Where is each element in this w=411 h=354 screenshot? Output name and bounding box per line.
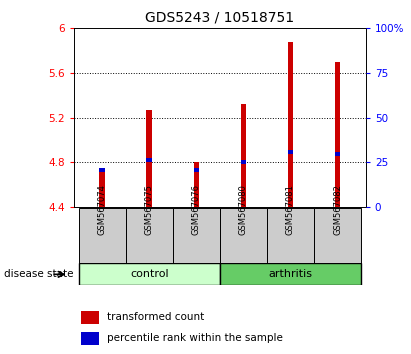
Bar bbox=[240, 104, 246, 207]
Text: GSM567075: GSM567075 bbox=[145, 184, 154, 235]
Bar bbox=[146, 110, 152, 207]
Bar bbox=[173, 208, 220, 264]
Bar bbox=[146, 158, 152, 161]
Text: disease state: disease state bbox=[4, 269, 74, 279]
Bar bbox=[99, 168, 105, 172]
Bar bbox=[81, 311, 99, 324]
Bar bbox=[314, 208, 361, 264]
Text: GSM567080: GSM567080 bbox=[239, 184, 248, 235]
Bar bbox=[220, 263, 361, 285]
Bar bbox=[220, 208, 267, 264]
Bar bbox=[194, 168, 199, 172]
Bar bbox=[126, 208, 173, 264]
Bar bbox=[335, 62, 340, 207]
Bar bbox=[81, 332, 99, 345]
Text: GSM567074: GSM567074 bbox=[98, 184, 107, 235]
Bar bbox=[335, 152, 340, 156]
Bar bbox=[79, 208, 126, 264]
Text: transformed count: transformed count bbox=[107, 312, 204, 322]
Text: arthritis: arthritis bbox=[268, 269, 312, 279]
Bar bbox=[240, 160, 246, 164]
Bar bbox=[99, 168, 105, 207]
Bar bbox=[288, 150, 293, 154]
Title: GDS5243 / 10518751: GDS5243 / 10518751 bbox=[145, 10, 294, 24]
Bar bbox=[288, 42, 293, 207]
Bar bbox=[194, 162, 199, 207]
Text: GSM567081: GSM567081 bbox=[286, 184, 295, 235]
Text: percentile rank within the sample: percentile rank within the sample bbox=[107, 333, 283, 343]
Text: GSM567076: GSM567076 bbox=[192, 184, 201, 235]
Text: control: control bbox=[130, 269, 169, 279]
Text: GSM567082: GSM567082 bbox=[333, 184, 342, 235]
Bar bbox=[267, 208, 314, 264]
Bar bbox=[79, 263, 220, 285]
